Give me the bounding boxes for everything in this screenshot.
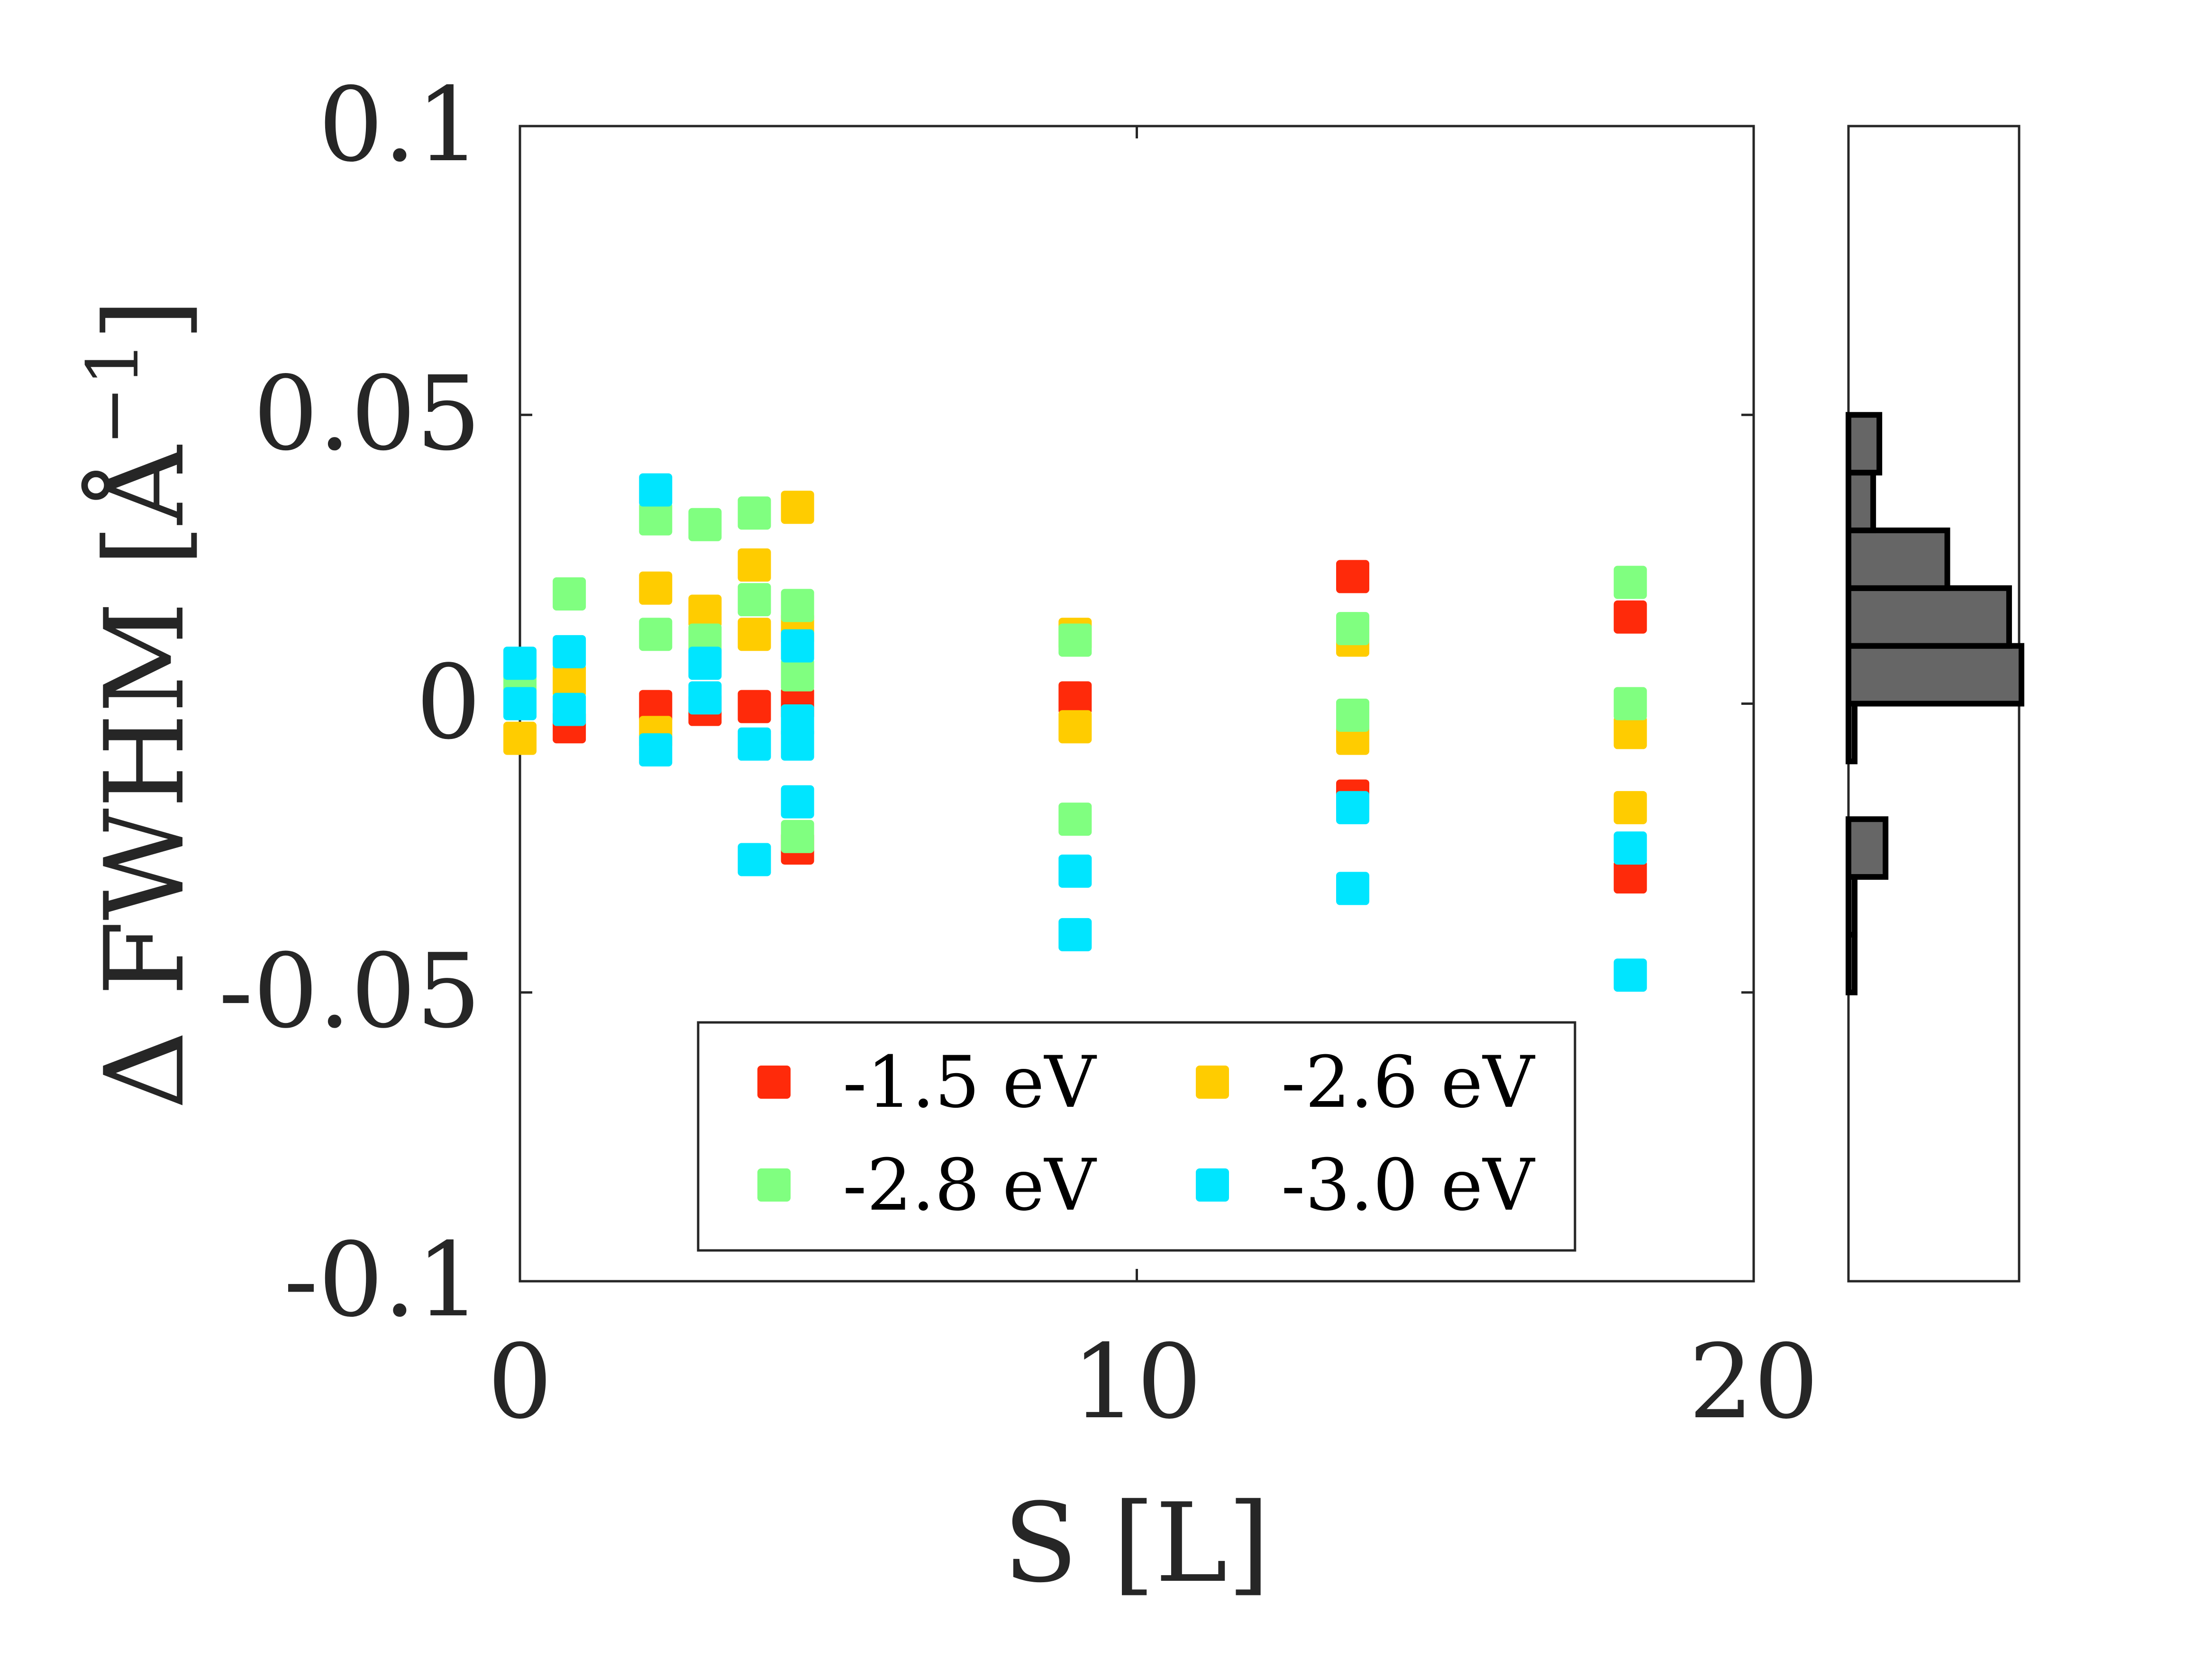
point-series-2-13	[1336, 612, 1370, 646]
point-series-2-8	[781, 589, 814, 622]
legend-label-1: -2.6 eV	[1281, 1041, 1536, 1124]
x-tick-label: 10	[1072, 1322, 1202, 1441]
point-series-1-5	[737, 548, 771, 582]
point-series-1-0	[503, 721, 537, 755]
histogram-bar-5	[1846, 643, 2024, 707]
histogram-bar-4	[1846, 701, 1858, 765]
point-series-3-10	[781, 629, 814, 663]
point-series-2-6	[737, 496, 771, 530]
y-tick-label: -0.1	[284, 1221, 482, 1340]
legend-box	[697, 1021, 1576, 1252]
point-series-0-10	[1613, 860, 1647, 894]
x-axis-title: S [L]	[1003, 1480, 1270, 1607]
histogram-bar-7	[1846, 527, 1950, 591]
y-axis-title: Δ FWHM [Å−1]	[72, 298, 209, 1109]
legend-label-2: -2.8 eV	[843, 1144, 1097, 1227]
point-series-3-15	[1058, 918, 1092, 951]
point-series-0-6	[1058, 681, 1092, 715]
point-series-2-7	[737, 583, 771, 617]
point-series-3-0	[503, 647, 537, 680]
histogram-panel	[1846, 125, 2024, 1283]
point-series-1-13	[1613, 716, 1647, 749]
point-series-2-9	[781, 658, 814, 692]
y-tick-label: 0.05	[253, 354, 481, 473]
point-series-3-19	[1613, 958, 1647, 992]
y-tick-label: 0	[416, 643, 481, 762]
point-series-3-17	[1336, 872, 1370, 905]
point-series-2-12	[1058, 802, 1092, 836]
point-series-3-6	[688, 647, 722, 680]
legend-marker-3	[1196, 1168, 1229, 1202]
point-series-1-6	[737, 618, 771, 651]
scatter-points	[503, 473, 1647, 992]
point-series-0-3	[737, 690, 771, 723]
histogram-bar-6	[1846, 585, 2012, 649]
point-series-2-10	[781, 820, 814, 853]
point-series-1-2	[639, 571, 673, 605]
point-series-1-7	[781, 491, 814, 524]
point-series-0-7	[1336, 560, 1370, 593]
point-series-2-3	[639, 618, 673, 651]
y-axis-title-close: ]	[82, 298, 209, 341]
y-axis-title-exponent: −1	[72, 341, 155, 446]
point-series-2-4	[688, 508, 722, 541]
histogram-bar-2	[1846, 816, 1889, 880]
svg-text:Δ FWHM [Å−1]: Δ FWHM [Å−1]	[72, 298, 209, 1109]
point-series-0-1	[639, 690, 673, 723]
point-series-1-1	[553, 664, 586, 697]
legend-label-3: -3.0 eV	[1281, 1144, 1536, 1227]
histogram-bar-9	[1846, 412, 1883, 476]
point-series-3-13	[781, 785, 814, 819]
legend-marker-1	[1196, 1066, 1229, 1099]
point-series-2-16	[1613, 687, 1647, 720]
point-series-3-12	[781, 727, 814, 761]
point-series-1-14	[1613, 791, 1647, 824]
legend-marker-2	[757, 1168, 791, 1202]
point-series-3-16	[1336, 791, 1370, 824]
y-axis-title-main: Δ FWHM [Å	[81, 444, 209, 1109]
tick-labels: 0 10 20 -0.1 -0.05 0 0.05 0.1	[218, 65, 1819, 1441]
point-series-3-7	[688, 681, 722, 715]
y-tick-label: -0.05	[218, 932, 481, 1051]
point-series-1-4	[688, 594, 722, 628]
x-tick-label: 0	[487, 1322, 552, 1441]
histogram-bar-0	[1846, 931, 1858, 995]
point-series-0-9	[1613, 600, 1647, 634]
x-tick-label: 20	[1689, 1322, 1819, 1441]
legend-marker-0	[757, 1066, 791, 1099]
legend: -1.5 eV -2.6 eV -2.8 eV -3.0 eV	[697, 1021, 1576, 1252]
point-series-3-1	[503, 687, 537, 720]
point-series-3-9	[737, 843, 771, 876]
point-series-3-18	[1613, 831, 1647, 865]
point-series-3-5	[639, 733, 673, 766]
point-series-2-1	[553, 577, 586, 611]
point-series-2-2	[639, 502, 673, 536]
point-series-3-14	[1058, 854, 1092, 888]
point-series-2-14	[1336, 698, 1370, 732]
point-series-2-11	[1058, 623, 1092, 657]
histogram-bar-8	[1846, 470, 1876, 533]
point-series-3-8	[737, 727, 771, 761]
point-series-3-2	[553, 635, 586, 668]
point-series-3-3	[553, 693, 586, 726]
y-tick-label: 0.1	[318, 65, 481, 184]
point-series-2-15	[1613, 565, 1647, 599]
point-series-3-4	[639, 473, 673, 507]
legend-label-0: -1.5 eV	[843, 1041, 1097, 1124]
point-series-1-10	[1058, 710, 1092, 744]
histogram-bar-1	[1846, 874, 1858, 938]
